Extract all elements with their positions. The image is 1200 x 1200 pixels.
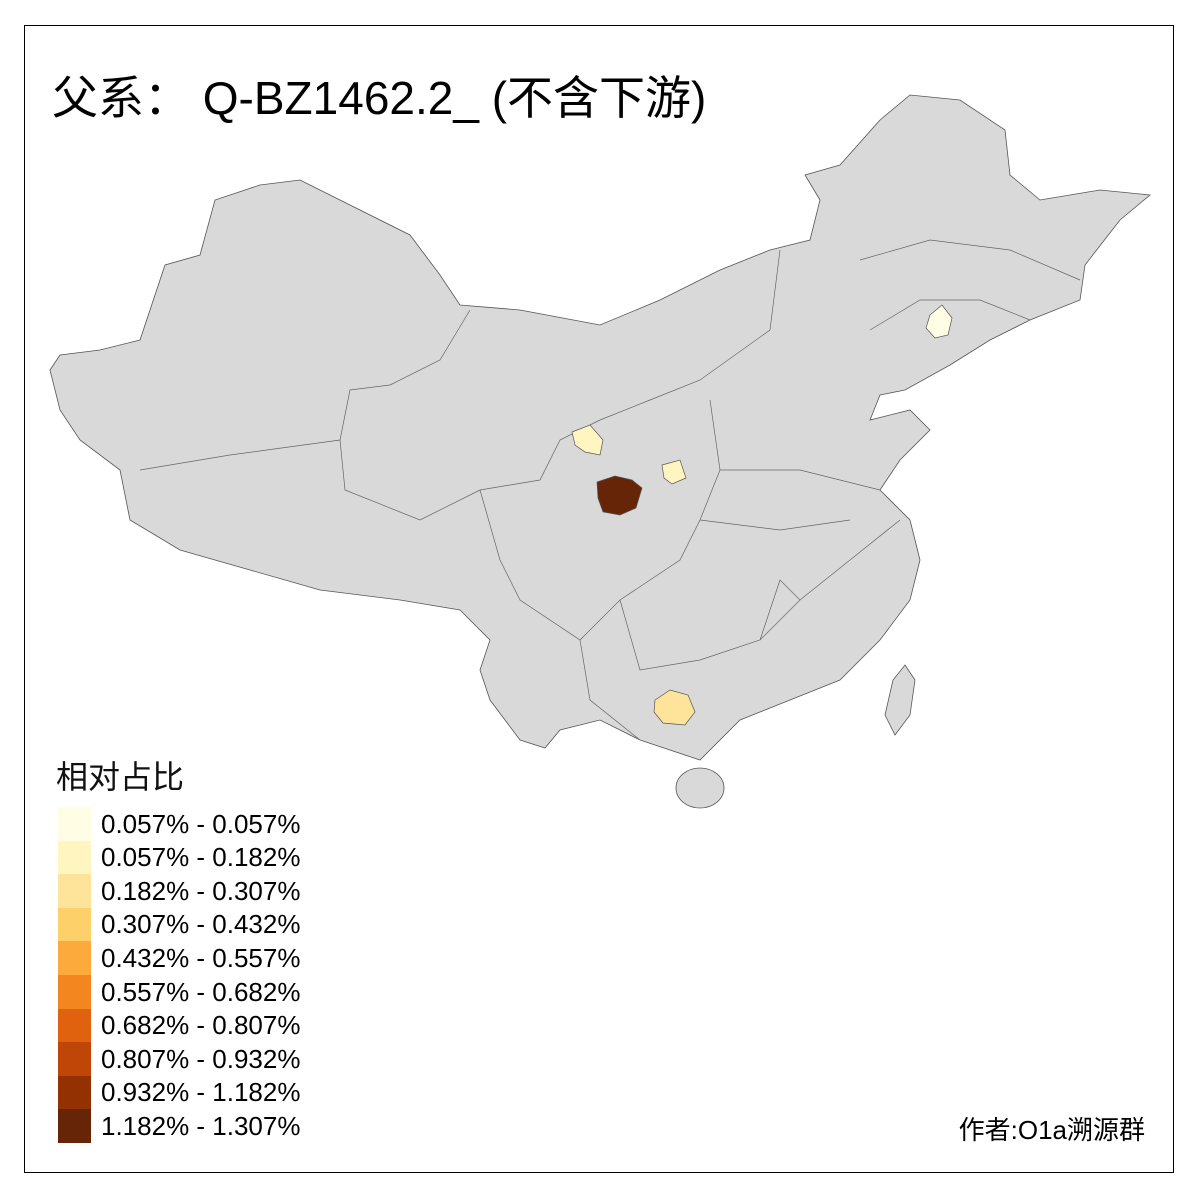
legend-swatch [58, 907, 91, 942]
legend-label: 1.182% - 1.307% [101, 1110, 301, 1141]
hainan [675, 767, 725, 809]
region-shanxi-south [661, 459, 687, 485]
legend-title: 相对占比 [56, 759, 185, 795]
legend-label: 0.932% - 1.182% [101, 1077, 301, 1108]
map-title: 父系： Q-BZ1462.2_ (不含下游) [52, 72, 707, 124]
legend-swatch [58, 1042, 91, 1077]
taiwan [884, 664, 916, 736]
legend-swatch [58, 874, 91, 909]
figure-frame [24, 25, 1174, 1173]
legend-item: 0.682% - 0.807% [58, 1008, 301, 1043]
legend-item: 1.182% - 1.307% [58, 1109, 301, 1144]
legend-swatch [58, 840, 91, 875]
china-mainland [49, 94, 1151, 761]
legend-label: 0.182% - 0.307% [101, 875, 301, 906]
legend-item: 0.057% - 0.182% [58, 840, 301, 875]
legend-label: 0.057% - 0.182% [101, 842, 301, 873]
legend-item: 0.932% - 1.182% [58, 1075, 301, 1110]
legend-item: 0.057% - 0.057% [58, 807, 300, 841]
legend-label: 0.057% - 0.057% [101, 808, 301, 839]
legend-swatch [58, 1008, 91, 1043]
legend-item: 0.432% - 0.557% [58, 941, 301, 976]
highlighted-regions [571, 304, 953, 726]
legend-swatch [58, 807, 91, 841]
legend-item: 0.807% - 0.932% [58, 1042, 301, 1077]
legend-label: 0.432% - 0.557% [101, 942, 301, 973]
legend-item: 0.307% - 0.432% [58, 907, 301, 942]
legend-label: 0.807% - 0.932% [101, 1043, 301, 1074]
region-gansu-east [571, 424, 604, 456]
region-shaanxi-south [596, 475, 643, 516]
legend-label: 0.557% - 0.682% [101, 976, 301, 1007]
region-liaoning-jilin [925, 304, 953, 339]
legend-item: 0.557% - 0.682% [58, 975, 300, 1009]
legend-swatch [58, 1075, 91, 1110]
legend-swatch [58, 941, 91, 976]
province-borders [139, 239, 1081, 741]
author-credit: 作者:O1a溯源群 [958, 1115, 1145, 1145]
legend-swatch [58, 975, 91, 1009]
legend-label: 0.682% - 0.807% [101, 1010, 301, 1041]
region-guangxi [653, 689, 696, 726]
legend-swatch [58, 1109, 91, 1144]
legend-label: 0.307% - 0.432% [101, 909, 301, 940]
legend-item: 0.182% - 0.307% [58, 874, 301, 909]
